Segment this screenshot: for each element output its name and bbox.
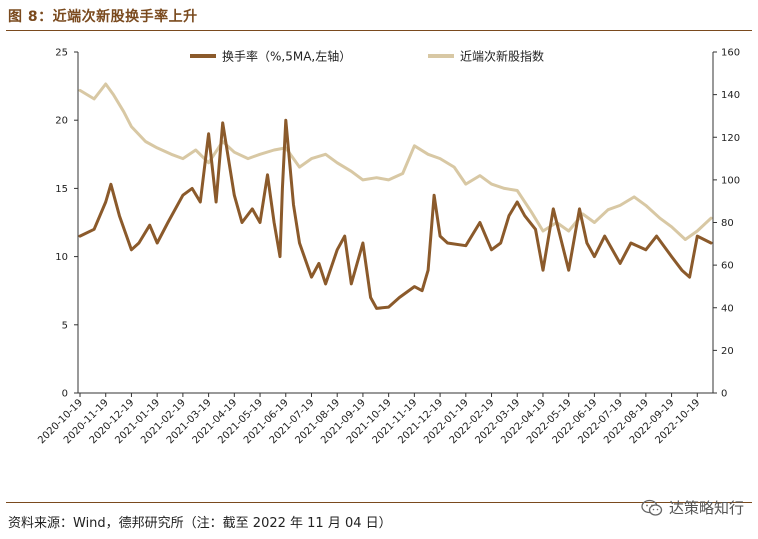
left-tick-label: 20 (55, 116, 68, 127)
left-tick-label: 25 (55, 48, 68, 59)
chart-legend: 换手率（%,5MA,左轴） 近端次新股指数 (190, 49, 544, 64)
left-tick-label: 10 (55, 252, 68, 263)
left-tick-label: 0 (62, 389, 68, 400)
watermark: 达策略知行 (641, 497, 744, 518)
legend-index-label: 近端次新股指数 (460, 49, 544, 64)
title-rule (6, 30, 752, 31)
chart-lines (78, 82, 713, 310)
wechat-icon (641, 499, 663, 516)
right-tick-label: 0 (721, 389, 727, 400)
index-series-line (78, 82, 713, 241)
right-tick-label: 20 (721, 346, 734, 357)
source-rule (6, 502, 752, 503)
right-tick-label: 80 (721, 218, 734, 229)
right-tick-label: 40 (721, 303, 734, 314)
watermark-text: 达策略知行 (668, 499, 744, 517)
right-tick-label: 120 (721, 133, 740, 144)
right-tick-label: 100 (721, 175, 740, 186)
right-tick-label: 140 (721, 90, 740, 101)
right-tick-label: 60 (721, 261, 734, 272)
right-tick-label: 160 (721, 48, 740, 59)
chart-axes: 05101520250204060801001201401602020-10-1… (36, 48, 740, 447)
left-tick-label: 5 (62, 320, 68, 331)
legend-turnover-label: 换手率（%,5MA,左轴） (222, 49, 351, 64)
source-note: 资料来源：Wind，德邦研究所（注：截至 2022 年 11 月 04 日） (8, 516, 392, 531)
left-tick-label: 15 (55, 184, 68, 195)
figure-title: 图 8：近端次新股换手率上升 (8, 9, 198, 25)
turnover-series-line (78, 118, 713, 310)
turnover-chart: 05101520250204060801001201401602020-10-1… (36, 48, 740, 447)
